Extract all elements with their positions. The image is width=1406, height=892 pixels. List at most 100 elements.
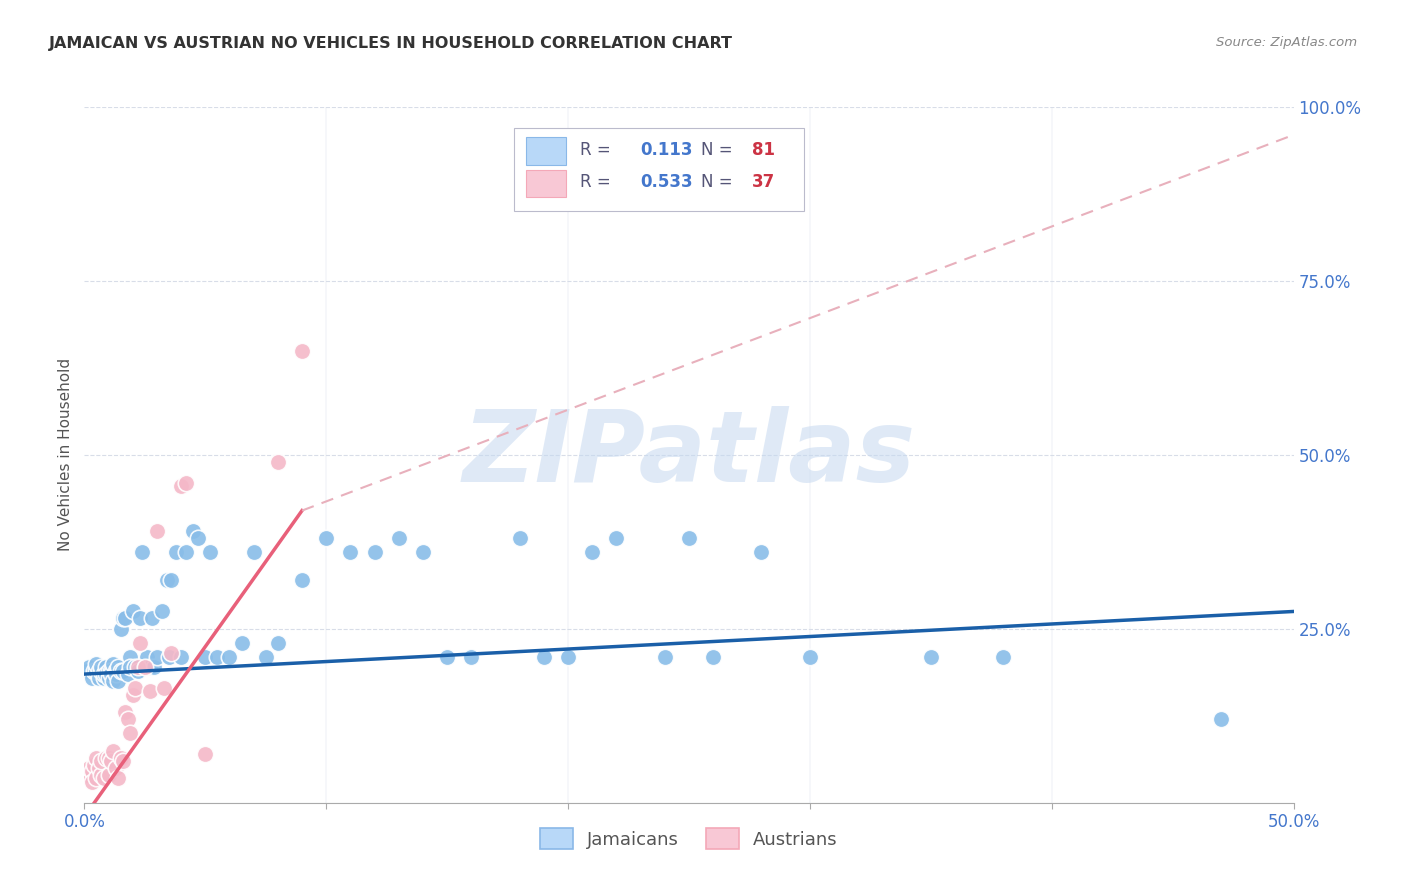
- Text: JAMAICAN VS AUSTRIAN NO VEHICLES IN HOUSEHOLD CORRELATION CHART: JAMAICAN VS AUSTRIAN NO VEHICLES IN HOUS…: [49, 36, 733, 51]
- FancyBboxPatch shape: [526, 137, 565, 165]
- Point: [160, 646, 183, 660]
- Text: 0.533: 0.533: [641, 173, 693, 191]
- Point: [112, 611, 135, 625]
- Point: [194, 649, 217, 664]
- Text: N =: N =: [702, 173, 738, 191]
- Point: [187, 532, 209, 546]
- Point: [117, 667, 139, 681]
- Point: [87, 761, 110, 775]
- Point: [86, 657, 108, 671]
- Point: [97, 664, 120, 678]
- Point: [198, 545, 221, 559]
- Point: [87, 664, 110, 678]
- Point: [100, 754, 122, 768]
- Point: [218, 649, 240, 664]
- Point: [97, 750, 120, 764]
- Point: [124, 660, 146, 674]
- Point: [702, 649, 724, 664]
- Point: [93, 667, 115, 681]
- Point: [993, 649, 1015, 664]
- Point: [80, 775, 103, 789]
- Point: [131, 545, 153, 559]
- Point: [557, 649, 579, 664]
- Point: [121, 605, 143, 619]
- Point: [654, 649, 676, 664]
- Point: [799, 649, 821, 664]
- Point: [80, 764, 103, 779]
- Point: [107, 772, 129, 786]
- Point: [436, 649, 458, 664]
- Point: [160, 573, 183, 587]
- Y-axis label: No Vehicles in Household: No Vehicles in Household: [58, 359, 73, 551]
- Legend: Jamaicans, Austrians: Jamaicans, Austrians: [533, 822, 845, 856]
- Point: [1209, 712, 1232, 726]
- Point: [509, 532, 531, 546]
- Point: [120, 649, 142, 664]
- Point: [291, 343, 314, 358]
- Point: [315, 532, 337, 546]
- Point: [100, 664, 122, 678]
- Point: [107, 674, 129, 689]
- Point: [170, 479, 193, 493]
- Point: [267, 455, 290, 469]
- Point: [94, 667, 117, 681]
- Point: [90, 768, 112, 782]
- Point: [103, 657, 125, 671]
- Point: [94, 660, 117, 674]
- Point: [76, 664, 98, 678]
- Point: [77, 660, 100, 674]
- Point: [174, 475, 197, 490]
- Point: [97, 671, 120, 685]
- Point: [107, 660, 129, 674]
- Point: [90, 660, 112, 674]
- Point: [110, 750, 132, 764]
- Point: [129, 611, 152, 625]
- Point: [110, 664, 132, 678]
- Point: [90, 754, 112, 768]
- Text: ZIPatlas: ZIPatlas: [463, 407, 915, 503]
- Point: [114, 706, 136, 720]
- Point: [86, 750, 108, 764]
- Point: [120, 660, 142, 674]
- Text: R =: R =: [581, 141, 616, 159]
- Point: [134, 660, 156, 674]
- Point: [207, 649, 229, 664]
- Point: [112, 754, 135, 768]
- Point: [104, 761, 127, 775]
- Point: [157, 649, 180, 664]
- Point: [97, 768, 120, 782]
- Text: 0.113: 0.113: [641, 141, 693, 159]
- Point: [83, 664, 105, 678]
- Point: [231, 636, 253, 650]
- Point: [678, 532, 700, 546]
- Point: [127, 664, 149, 678]
- Point: [460, 649, 482, 664]
- Text: R =: R =: [581, 173, 616, 191]
- Point: [117, 712, 139, 726]
- Point: [165, 545, 187, 559]
- Point: [86, 772, 108, 786]
- Text: Source: ZipAtlas.com: Source: ZipAtlas.com: [1216, 36, 1357, 49]
- Point: [80, 671, 103, 685]
- Point: [920, 649, 942, 664]
- Point: [124, 681, 146, 695]
- Point: [751, 545, 773, 559]
- Point: [291, 573, 314, 587]
- Point: [141, 611, 163, 625]
- Point: [605, 532, 627, 546]
- Point: [93, 671, 115, 685]
- Point: [121, 688, 143, 702]
- Point: [127, 660, 149, 674]
- Point: [153, 681, 176, 695]
- Point: [267, 636, 290, 650]
- Point: [339, 545, 361, 559]
- Point: [155, 573, 177, 587]
- Point: [181, 524, 204, 539]
- Point: [104, 664, 127, 678]
- Point: [146, 524, 169, 539]
- Point: [90, 664, 112, 678]
- Point: [533, 649, 555, 664]
- Point: [242, 545, 264, 559]
- Point: [388, 532, 411, 546]
- Point: [363, 545, 385, 559]
